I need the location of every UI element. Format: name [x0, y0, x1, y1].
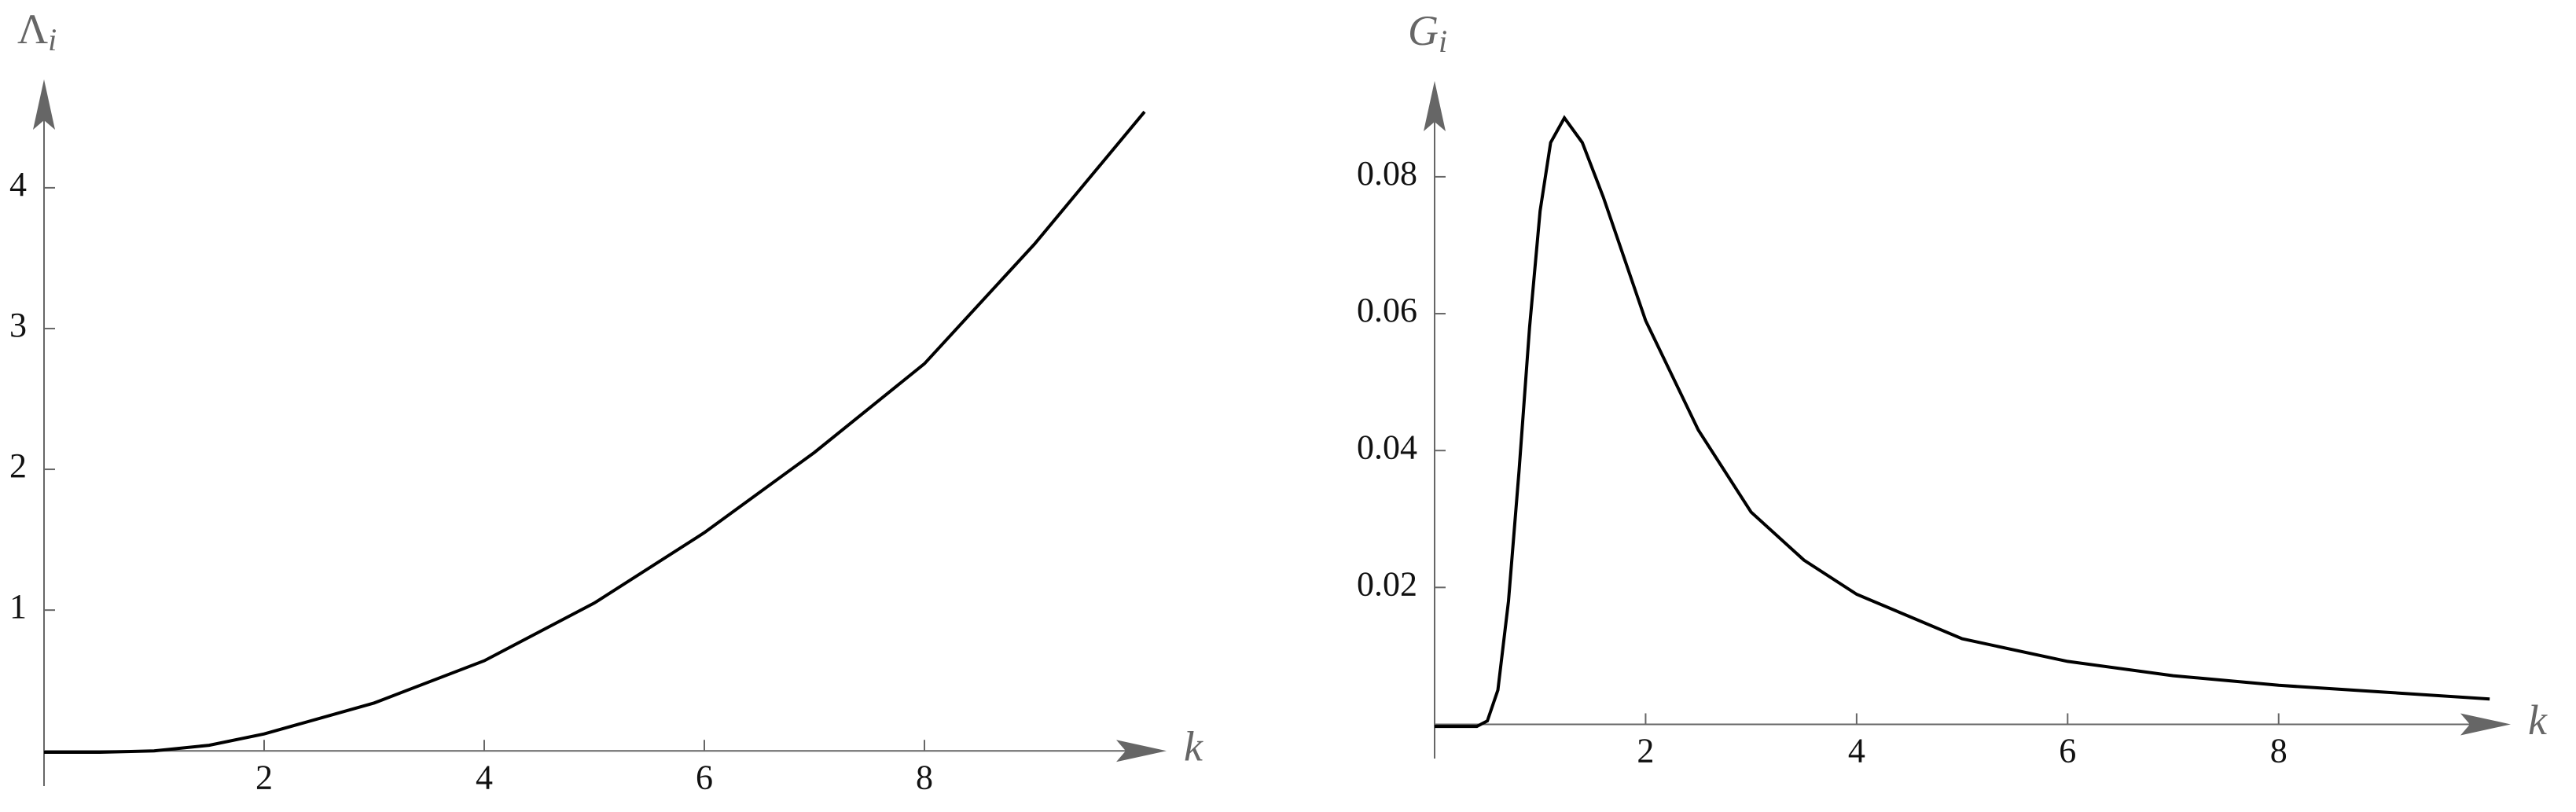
x-tick-label: 6: [2059, 732, 2076, 770]
y-tick-label: 0.04: [1357, 428, 1417, 466]
y-label-base: G: [1408, 7, 1439, 54]
y-label-base: Λ: [17, 6, 48, 53]
data-line: [44, 110, 1146, 754]
x-tick-label: 2: [1637, 732, 1654, 770]
x-axis-arrow: [1116, 740, 1167, 762]
x-axis-label: k: [2528, 696, 2548, 744]
x-axis-arrow: [2460, 713, 2511, 736]
x-tick-label: 8: [2270, 732, 2288, 770]
y-tick-label: 1: [9, 587, 27, 626]
y-axis-arrow: [1424, 81, 1446, 131]
x-tick-label: 6: [696, 758, 713, 796]
x-tick-label: 4: [1848, 732, 1865, 770]
x-tick-label: 8: [916, 758, 933, 796]
x-axis-label: k: [1184, 723, 1203, 770]
y-label-sub: i: [1439, 24, 1447, 59]
y-label-sub: i: [48, 22, 57, 57]
y-tick-label: 3: [9, 306, 27, 344]
y-tick-label: 0.02: [1357, 564, 1417, 603]
y-tick-label: 0.08: [1357, 154, 1417, 193]
y-tick-label: 2: [9, 446, 27, 485]
x-tick-label: 4: [476, 758, 493, 796]
y-axis-label: Λi: [17, 6, 57, 57]
y-tick-label: 0.06: [1357, 291, 1417, 329]
y-axis-label: Gi: [1408, 7, 1447, 59]
y-tick-label: 4: [9, 165, 27, 204]
x-tick-label: 2: [255, 758, 273, 796]
data-line: [1435, 115, 2490, 729]
y-axis-arrow: [33, 79, 55, 130]
